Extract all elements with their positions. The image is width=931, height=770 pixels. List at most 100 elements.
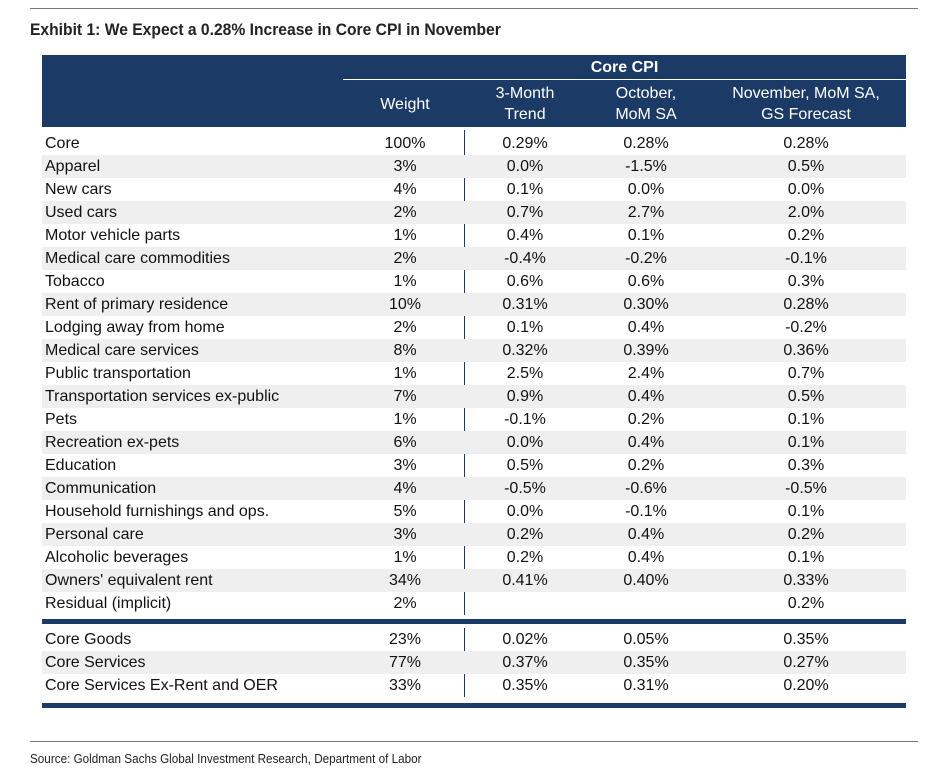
cell-value: 0.4%	[627, 319, 665, 336]
cell-value: 34%	[388, 572, 422, 589]
cell-value: 0.4%	[627, 388, 665, 405]
cell-value: 0.1%	[787, 503, 825, 520]
cell-value: 0.37%	[502, 654, 548, 671]
cell-value: 0.5%	[787, 388, 825, 405]
cell-value: -0.5%	[785, 480, 827, 497]
cell-value: 0.9%	[506, 388, 544, 405]
cell-value: 0.6%	[506, 273, 544, 290]
row-label: Motor vehicle parts	[45, 227, 181, 244]
cell-value: 0.0%	[506, 503, 544, 520]
row-shade	[42, 201, 906, 224]
cell-value: 0.2%	[787, 595, 825, 612]
row-label: Tobacco	[45, 273, 105, 290]
top-rule	[30, 8, 918, 9]
cell-value: 0.4%	[506, 227, 544, 244]
column-header: Weight	[380, 96, 430, 113]
group-header: Core CPI	[590, 59, 659, 76]
cell-value: 7%	[393, 388, 417, 405]
cell-value: 0.5%	[787, 158, 825, 175]
cell-value: 2%	[393, 319, 417, 336]
cell-value: 0.28%	[623, 135, 669, 152]
cell-value: 0.2%	[787, 227, 825, 244]
row-shade	[42, 293, 906, 316]
row-label: Residual (implicit)	[45, 595, 172, 612]
row-label: Public transportation	[45, 365, 191, 382]
cell-value: 0.2%	[787, 526, 825, 543]
row-label: Core Services	[45, 654, 146, 671]
row-shade	[42, 385, 906, 408]
row-shade	[42, 247, 906, 270]
cell-value: 0.7%	[506, 204, 544, 221]
cell-value: -0.1%	[785, 250, 827, 267]
row-label: Recreation ex-pets	[45, 434, 180, 451]
cell-value: 0.0%	[506, 158, 544, 175]
cell-value: 0.3%	[787, 457, 825, 474]
cell-value: 0.35%	[502, 677, 548, 694]
row-label: Personal care	[45, 526, 144, 543]
cell-value: 1%	[393, 411, 417, 428]
cell-value: 2.0%	[787, 204, 825, 221]
cell-value: 0.5%	[506, 457, 544, 474]
cell-value: 0.39%	[623, 342, 669, 359]
cell-value: 0.0%	[787, 181, 825, 198]
cell-value: 33%	[388, 677, 422, 694]
cell-value: 0.40%	[623, 572, 669, 589]
cell-value: 3%	[393, 526, 417, 543]
cell-value: 1%	[393, 227, 417, 244]
cell-value: -1.5%	[625, 158, 667, 175]
cell-value: 2.5%	[506, 365, 544, 382]
cell-value: 0.4%	[627, 434, 665, 451]
divider	[42, 619, 906, 624]
row-label: Owners' equivalent rent	[45, 572, 213, 589]
title: Exhibit 1: We Expect a 0.28% Increase in…	[30, 20, 501, 39]
row-label: Transportation services ex-public	[45, 388, 280, 405]
cell-value: 100%	[384, 135, 426, 152]
row-label: Used cars	[45, 204, 118, 221]
cell-value: 0.2%	[506, 526, 544, 543]
cell-value: 0.1%	[787, 549, 825, 566]
cell-value: 0.31%	[623, 677, 669, 694]
cell-value: 0.1%	[787, 411, 825, 428]
cell-value: -0.2%	[785, 319, 827, 336]
cell-value: 0.4%	[627, 549, 665, 566]
source: Source: Goldman Sachs Global Investment …	[30, 751, 422, 766]
cell-value: 1%	[393, 273, 417, 290]
row-label: Apparel	[45, 158, 101, 175]
row-label: Core	[45, 135, 80, 152]
cell-value: 2%	[393, 204, 417, 221]
row-shade	[42, 339, 906, 362]
row-label: Alcoholic beverages	[45, 549, 189, 566]
row-label: Pets	[45, 411, 78, 428]
cell-value: 0.28%	[783, 296, 829, 313]
cell-value: 3%	[393, 158, 417, 175]
cell-value: 0.1%	[627, 227, 665, 244]
cell-value: 0.32%	[502, 342, 548, 359]
cell-value: 2%	[393, 250, 417, 267]
cell-value: 2.7%	[627, 204, 665, 221]
row-label: Medical care services	[45, 342, 199, 359]
header-band	[42, 55, 906, 127]
footer-rule	[30, 741, 918, 742]
row-shade	[42, 431, 906, 454]
cell-value: 5%	[393, 503, 417, 520]
column-header: 3-Month Trend	[495, 85, 555, 123]
row-shade	[42, 523, 906, 546]
row-label: Core Goods	[45, 631, 132, 648]
row-label: Household furnishings and ops.	[45, 503, 270, 520]
cell-value: 0.33%	[783, 572, 829, 589]
cell-value: 0.2%	[627, 457, 665, 474]
cell-value: 0.36%	[783, 342, 829, 359]
cell-value: 3%	[393, 457, 417, 474]
bottom-bar	[42, 703, 906, 708]
row-label: New cars	[45, 181, 112, 198]
cell-value: 0.28%	[783, 135, 829, 152]
cell-value: -0.4%	[504, 250, 546, 267]
cell-value: 0.6%	[627, 273, 665, 290]
cell-value: 23%	[388, 631, 422, 648]
cell-value: 0.4%	[627, 526, 665, 543]
cell-value: 0.35%	[623, 654, 669, 671]
cell-value: 0.1%	[787, 434, 825, 451]
cell-value: 0.2%	[506, 549, 544, 566]
row-label: Education	[45, 457, 117, 474]
cell-value: 0.0%	[506, 434, 544, 451]
